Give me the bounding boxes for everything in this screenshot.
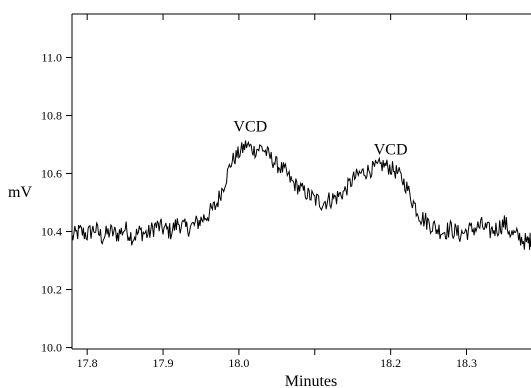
ticks: 10.0 10.2 10.4 10.6 10.8 11.0 17.8 17.9 18.0 18.2…: [41, 14, 477, 370]
axes: [71, 13, 531, 350]
x-tick-label: 18.0: [228, 356, 249, 370]
data-layer: [71, 140, 531, 250]
peak-label: VCD: [374, 142, 408, 159]
x-tick-label: 18.3: [456, 356, 477, 370]
y-tick-label: 10.2: [41, 283, 62, 297]
x-tick-label: 18.2: [380, 356, 401, 370]
x-tick-label: 17.9: [153, 356, 174, 370]
x-axis-title: Minutes: [285, 373, 337, 388]
peak-label: VCD: [233, 118, 267, 135]
x-tick-label: 17.8: [77, 356, 98, 370]
y-tick-label: 10.8: [41, 109, 62, 123]
y-axis-title: mV: [8, 184, 32, 201]
y-tick-label: 10.4: [41, 225, 62, 239]
signal-line: [71, 140, 531, 250]
annotation-layer: VCD VCD: [233, 118, 407, 158]
y-tick-label: 10.0: [41, 341, 62, 355]
y-tick-label: 10.6: [41, 167, 62, 181]
y-tick-label: 11.0: [41, 51, 62, 65]
